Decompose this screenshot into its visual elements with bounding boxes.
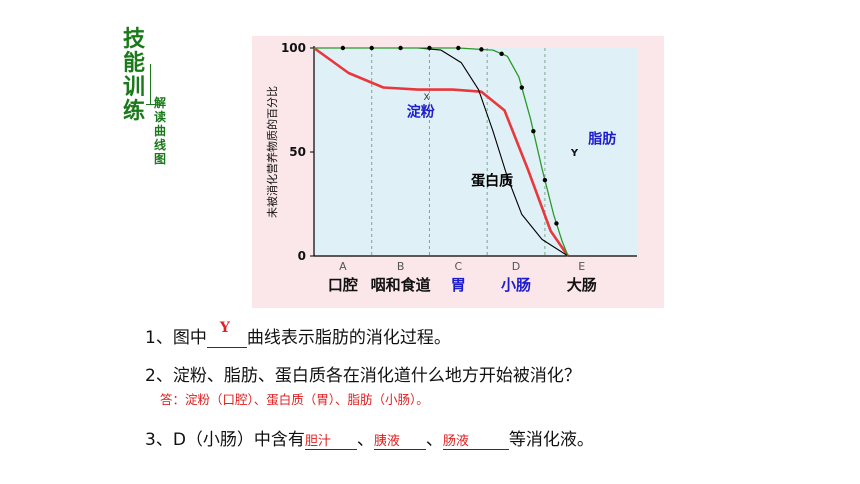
question-3-suffix: 等消化液。 — [508, 430, 594, 450]
question-1: 1、图中 Y 曲线表示脂肪的消化过程。 — [145, 320, 451, 348]
series-marker — [479, 47, 484, 52]
y-tick-label: 100 — [281, 41, 306, 55]
question-2-answer: 答：淀粉（口腔）、蛋白质（胃）、脂肪（小肠）。 — [160, 389, 429, 408]
segment-label: 口腔 — [328, 276, 358, 294]
series-marker — [398, 45, 403, 51]
series-label: 淀粉 — [407, 104, 435, 121]
curve-mark-x: X — [423, 93, 429, 103]
plot-area — [314, 48, 637, 256]
series-label: 蛋白质 — [471, 172, 513, 189]
question-3: 3、D（小肠）中含有胆汁 、胰液 、肠液 等消化液。 — [145, 425, 594, 450]
section-subtitle-text: 解读曲线图 — [153, 96, 166, 166]
question-3-blank-1[interactable]: 胆汁 — [304, 430, 357, 450]
y-tick-label: 0 — [298, 249, 306, 263]
series-label: 脂肪 — [587, 131, 616, 148]
series-marker — [542, 177, 548, 183]
question-2: 2、淀粉、脂肪、蛋白质各在消化道什么地方开始被消化？ — [145, 361, 581, 386]
y-axis-label: 未被消化营养物质的百分比 — [265, 86, 279, 218]
series-line — [314, 47, 569, 257]
question-1-blank[interactable]: Y — [206, 320, 247, 348]
series-marker — [456, 45, 461, 51]
section-title: 技能训练 — [121, 28, 147, 124]
question-3-prefix: 3、D（小肠）中含有 — [145, 430, 305, 450]
question-1-answer: Y — [219, 320, 230, 336]
segment-label: 大肠 — [567, 276, 597, 294]
segment-letter: B — [397, 260, 405, 273]
question-1-suffix: 曲线表示脂肪的消化过程。 — [246, 328, 451, 348]
question-3-answer-3: 肠液 — [442, 434, 469, 449]
segment-letter: A — [339, 260, 347, 273]
segment-letter: C — [454, 260, 462, 273]
series-marker — [427, 45, 432, 51]
series-line — [313, 46, 570, 257]
title-dash — [146, 104, 156, 105]
digestion-chart: 100 50 0 未被消化营养物质的百分比 A 口腔 B 咽和食道 C胃 D 小肠 E 大肠 淀粉蛋白质… — [252, 36, 664, 308]
question-3-answer-2: 胰液 — [373, 434, 400, 449]
question-3-blank-2[interactable]: 胰液 — [373, 430, 426, 450]
question-2-answer-text: 答：淀粉（口腔）、蛋白质（胃）、脂肪（小肠）。 — [160, 392, 429, 407]
y-tick-label: 50 — [289, 145, 306, 159]
segment-letter: E — [578, 260, 585, 273]
series-marker — [340, 45, 346, 51]
segment-label: 胃 — [451, 276, 466, 294]
section-title-text: 技能训练 — [122, 27, 145, 124]
series-marker — [519, 85, 525, 90]
question-3-separator-1: 、 — [356, 430, 374, 450]
title-divider — [150, 64, 151, 104]
segment-label: 小肠 — [501, 276, 531, 294]
series-marker — [499, 51, 504, 57]
segment-label: 咽和食道 — [371, 276, 431, 294]
question-1-prefix: 1、图中 — [145, 328, 207, 348]
question-3-separator-2: 、 — [425, 430, 443, 450]
section-subtitle: 解读曲线图 — [153, 96, 167, 166]
curve-mark-y: Y — [570, 148, 579, 159]
question-3-blank-3[interactable]: 肠液 — [442, 430, 509, 450]
question-2-text: 2、淀粉、脂肪、蛋白质各在消化道什么地方开始被消化？ — [145, 366, 581, 386]
question-3-answer-1: 胆汁 — [304, 434, 331, 449]
series-marker — [554, 221, 559, 226]
series-marker — [369, 45, 374, 51]
series-marker — [531, 129, 536, 134]
segment-letter: D — [512, 260, 520, 273]
